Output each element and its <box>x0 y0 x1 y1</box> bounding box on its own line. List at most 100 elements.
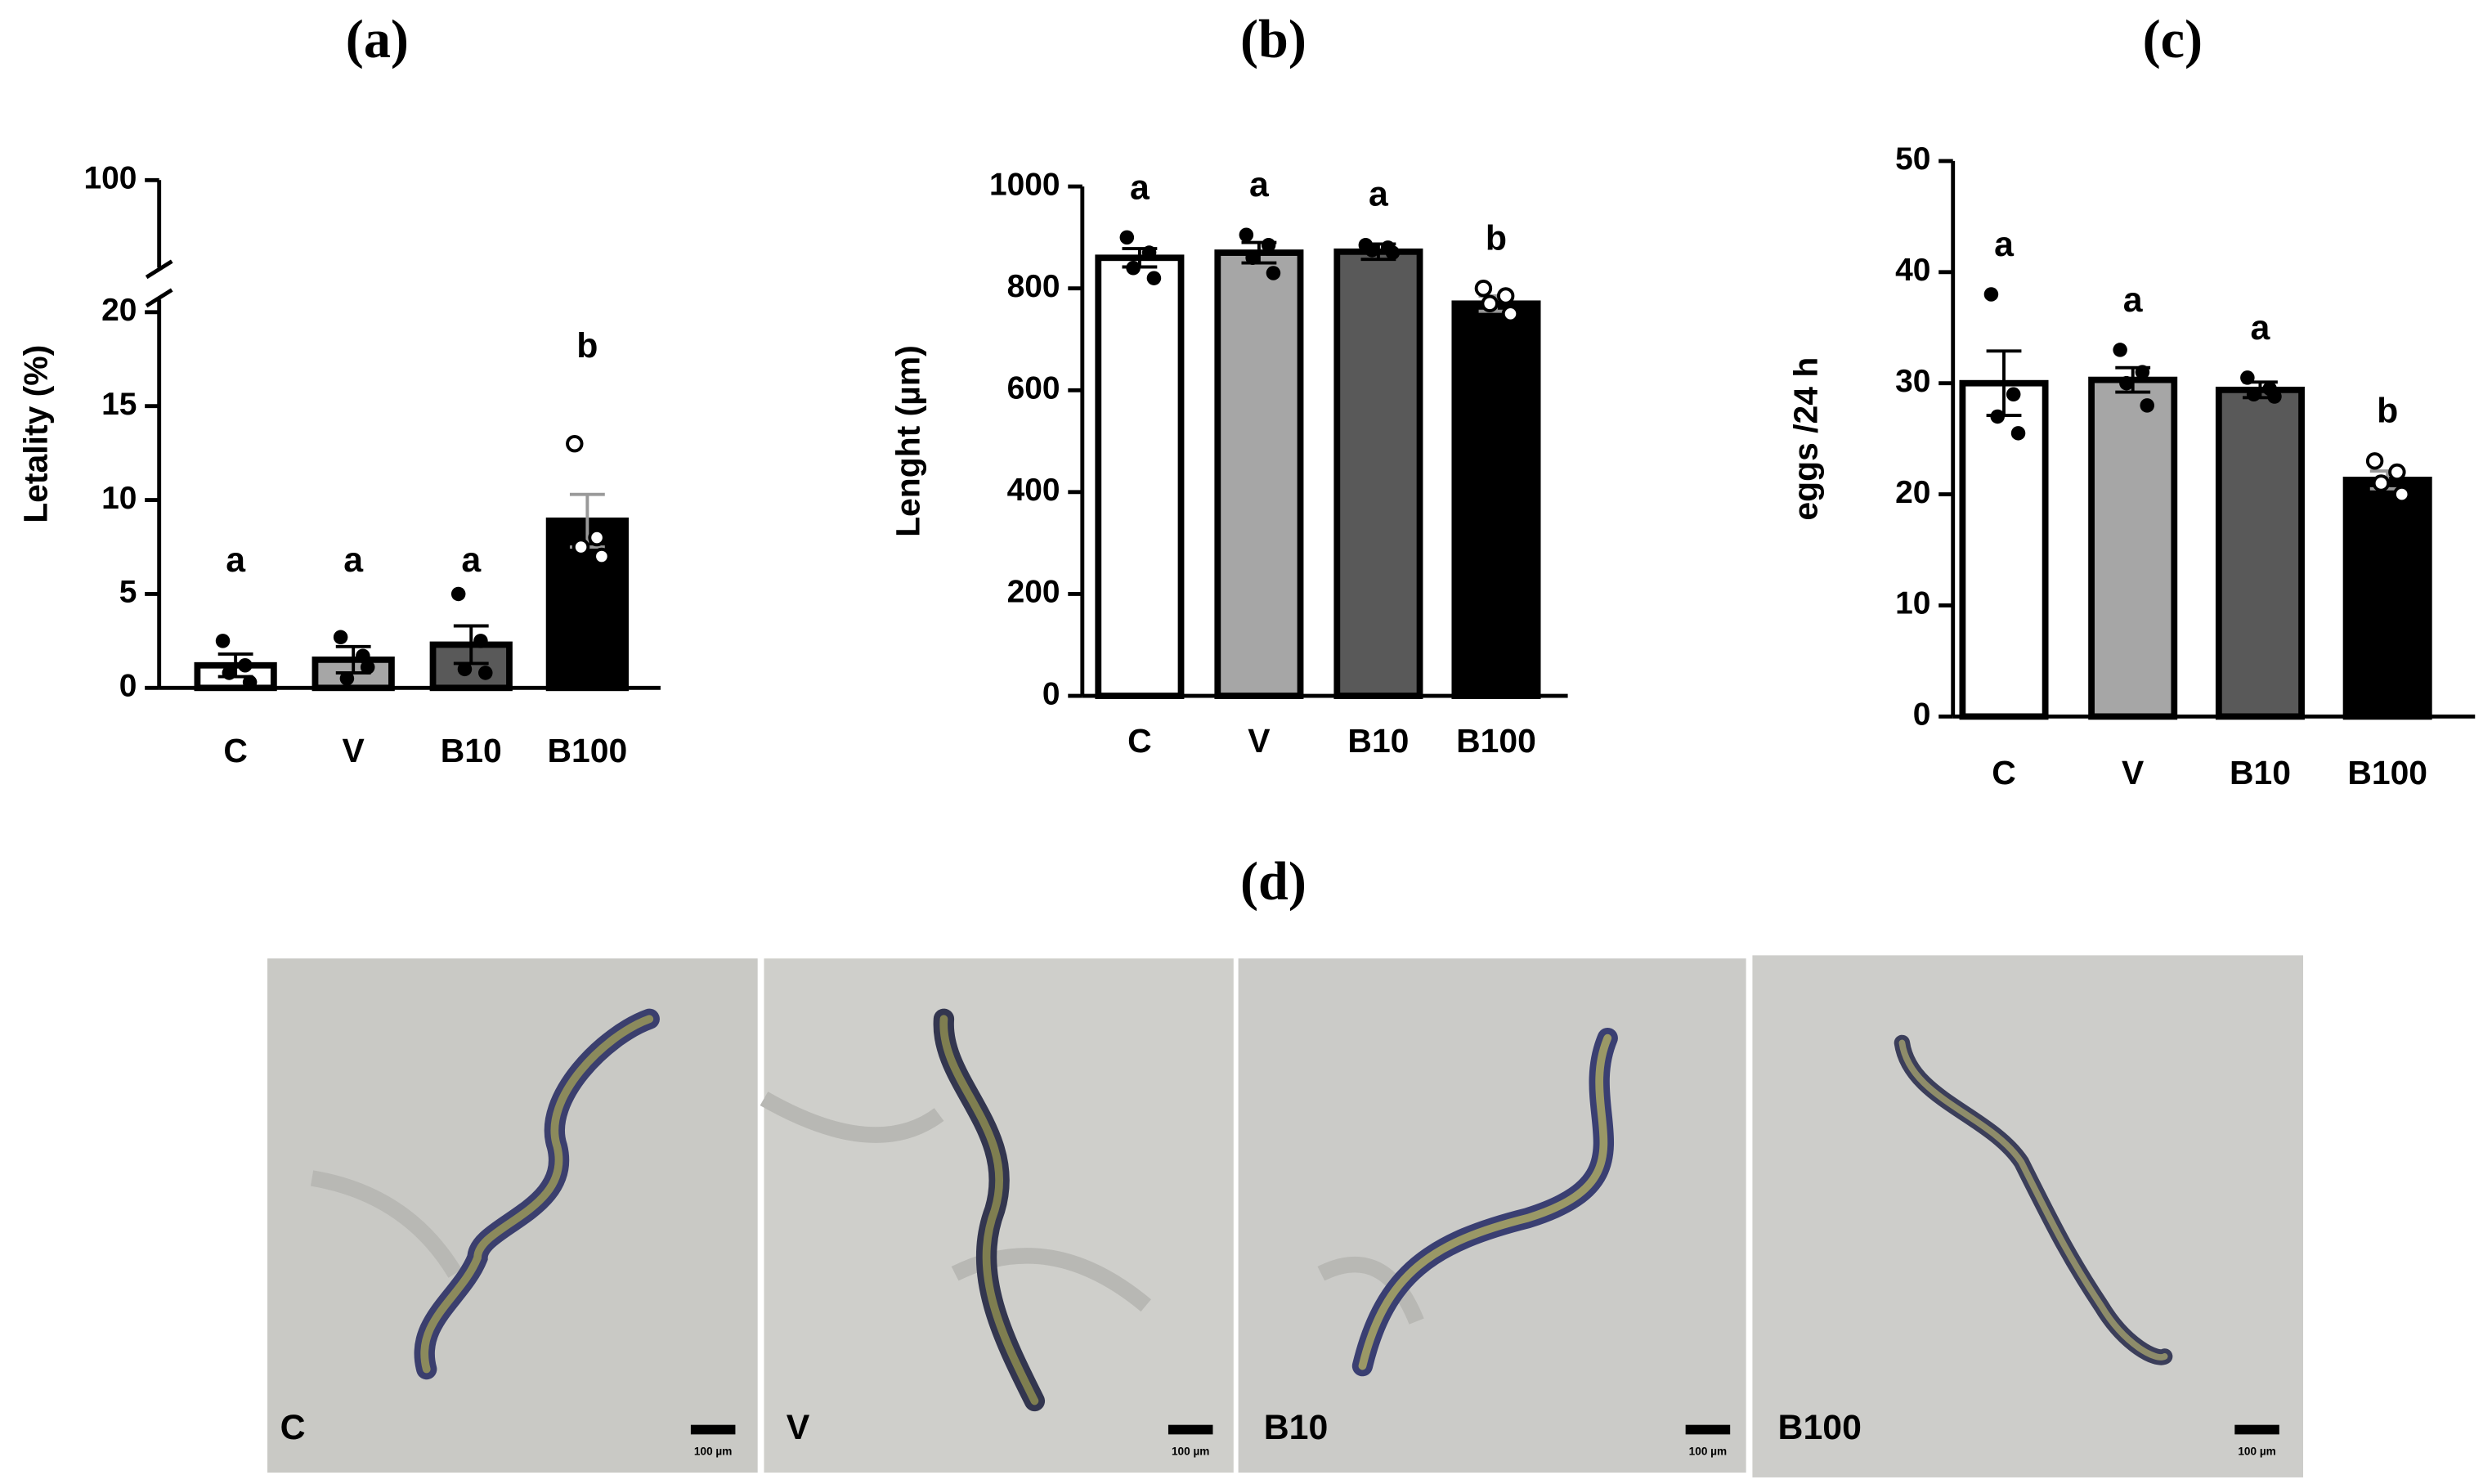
data-point <box>2010 426 2026 441</box>
y-tick-label: 800 <box>1007 269 1060 304</box>
y-tick-label: 50 <box>1895 141 1930 177</box>
y-axis-label: Lenght (µm) <box>889 345 926 537</box>
worm <box>1358 1033 1612 1370</box>
data-point <box>2140 398 2154 413</box>
significance-letter: a <box>1130 168 1150 207</box>
x-tick-label: V <box>1248 722 1270 760</box>
data-point <box>1983 287 1999 302</box>
significance-letter: a <box>1994 225 2015 264</box>
bar <box>1959 379 2049 720</box>
data-point <box>1496 287 1515 305</box>
x-tick-label: B10 <box>441 732 502 769</box>
data-point <box>1119 230 1135 245</box>
data-point <box>339 671 355 686</box>
data-point <box>1474 279 1493 298</box>
bar <box>2215 386 2305 720</box>
data-point <box>215 634 231 648</box>
data-point <box>2393 485 2411 504</box>
y-tick-label: 10 <box>1895 586 1930 621</box>
y-axis-label: Letality (%) <box>17 345 55 523</box>
significance-letter: a <box>343 540 364 580</box>
data-point <box>238 657 253 673</box>
data-point <box>2113 343 2127 357</box>
photo <box>1238 958 1746 1473</box>
significance-letter: a <box>226 540 246 580</box>
data-point <box>2372 474 2391 492</box>
y-tick-label: 600 <box>1007 371 1060 406</box>
chart-title: (b) <box>1240 10 1306 69</box>
x-tick-label: C <box>1127 722 1152 760</box>
y-tick-label: 100 <box>83 161 137 196</box>
data-point <box>478 666 493 680</box>
photo <box>1752 955 2304 1477</box>
bar <box>2088 376 2178 720</box>
significance-letter: b <box>1486 219 1507 258</box>
y-tick-label: 0 <box>119 669 137 704</box>
scale-bar <box>1685 1424 1731 1435</box>
scale-label: 100 µm <box>2238 1445 2275 1457</box>
axis-break <box>145 288 173 308</box>
significance-letter: a <box>1369 174 1389 213</box>
data-point <box>1146 271 1162 285</box>
y-tick-label: 30 <box>1895 364 1930 399</box>
micrographs <box>267 955 2304 1477</box>
data-point <box>2006 387 2021 402</box>
data-point <box>222 666 237 680</box>
data-point <box>2246 387 2261 402</box>
data-point <box>2365 452 2384 470</box>
panel-title: (d) <box>1240 852 1306 912</box>
y-tick-label: 0 <box>1913 697 1931 733</box>
data-point <box>473 634 488 648</box>
data-point <box>457 661 473 677</box>
x-tick-label: B10 <box>2230 754 2291 791</box>
worm <box>420 1015 654 1374</box>
y-axis-label: eggs /24 h <box>1786 357 1824 521</box>
chart-title: (c) <box>2143 10 2203 69</box>
scale-bar <box>1168 1424 1213 1435</box>
panel-label: C <box>280 1408 306 1447</box>
data-point <box>360 660 375 675</box>
data-point <box>2135 365 2150 379</box>
significance-letter: a <box>1249 165 1270 204</box>
data-point <box>1385 245 1401 260</box>
y-tick-label: 1000 <box>989 167 1060 202</box>
significance-letter: b <box>576 326 598 365</box>
scale-label: 100 µm <box>1172 1445 1209 1457</box>
data-point <box>1245 250 1260 266</box>
data-point <box>1141 245 1157 260</box>
data-point <box>2388 463 2406 482</box>
y-tick-label: 400 <box>1007 473 1060 508</box>
bar <box>1333 248 1423 699</box>
data-point <box>2119 375 2134 391</box>
data-point <box>1481 294 1499 313</box>
worm <box>1898 1039 2168 1361</box>
panel-label: V <box>787 1408 810 1447</box>
panel-label: B100 <box>1778 1408 1862 1447</box>
x-tick-label: V <box>343 732 365 769</box>
data-point <box>450 586 466 602</box>
y-tick-label: 5 <box>119 575 137 610</box>
scale-bar <box>690 1424 736 1435</box>
y-tick-label: 40 <box>1895 253 1930 288</box>
bar <box>1451 300 1541 699</box>
x-tick-label: B100 <box>2347 754 2427 791</box>
y-tick-label: 200 <box>1007 575 1060 610</box>
data-point <box>333 630 348 645</box>
scale-bar <box>2234 1424 2279 1435</box>
bar <box>1214 249 1304 699</box>
x-tick-label: C <box>223 732 248 769</box>
x-tick-label: C <box>1992 754 2016 791</box>
data-point <box>2240 370 2255 385</box>
data-point <box>593 547 611 566</box>
error-bar <box>453 624 489 666</box>
data-point <box>242 675 258 690</box>
y-tick-label: 20 <box>1895 475 1930 510</box>
axis-break <box>145 259 173 280</box>
x-tick-label: B100 <box>548 732 628 769</box>
data-point <box>1261 237 1276 253</box>
data-point <box>1501 305 1520 323</box>
x-tick-label: V <box>2122 754 2144 791</box>
background-texture <box>310 1092 1424 1325</box>
data-point <box>356 648 370 664</box>
panel-label: B10 <box>1264 1408 1329 1447</box>
